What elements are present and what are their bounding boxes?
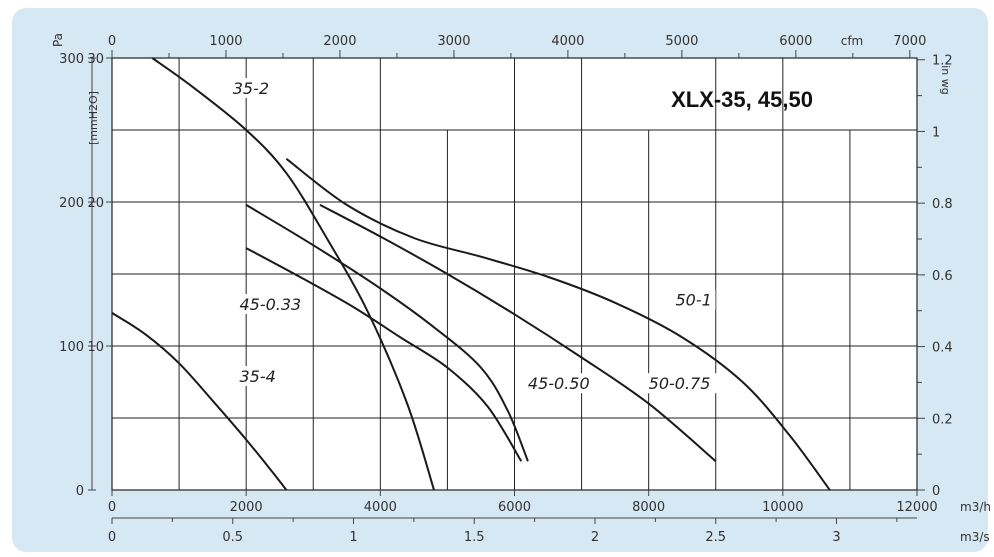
cfm-axis-label: cfm xyxy=(841,34,864,48)
m3s-tick-label: 2.5 xyxy=(705,530,726,545)
curve-group: 35-2 35-4 45-0.33 45-0.50 50-0.75 50-1 xyxy=(111,57,831,491)
curve-label-bg xyxy=(521,373,598,394)
cfm-tick-label: 6000 xyxy=(779,34,812,49)
m3h-tick-label: 2000 xyxy=(230,500,263,515)
pa-tick-label: 200 xyxy=(59,196,84,211)
curve-45-0_33 xyxy=(245,247,523,462)
curve-label-45-0_33: 45-0.33 xyxy=(239,295,301,314)
m3h-axis-label: m3/h xyxy=(960,500,991,514)
cfm-tick-label: 2000 xyxy=(323,34,356,49)
curve-35-2 xyxy=(151,57,435,491)
cfm-tick-label: 1000 xyxy=(209,34,242,49)
curve-label-50-0_75: 50-0.75 xyxy=(649,374,711,393)
m3h-tick-label: 6000 xyxy=(498,500,531,515)
curve-label-bg xyxy=(669,289,716,310)
curve-label-bg xyxy=(233,366,280,386)
m3h-tick-label: 0 xyxy=(108,500,116,515)
curve-label-bg xyxy=(226,78,273,98)
curve-label-bg xyxy=(233,294,310,314)
pa-axis-label: Pa xyxy=(51,33,65,47)
m3h-tick-label: 8000 xyxy=(632,500,665,515)
curve-50-0_75 xyxy=(319,203,717,462)
m3s-tick-label: 0.5 xyxy=(222,530,243,545)
inwg-tick-label: 0.6 xyxy=(932,269,953,284)
inwg-tick-label: 1 xyxy=(932,125,940,140)
m3s-axis-label: m3/s xyxy=(960,530,990,544)
cfm-tick-label: 5000 xyxy=(665,34,698,49)
curve-label-50-1: 50-1 xyxy=(676,291,712,310)
grid-lines xyxy=(112,58,917,490)
cfm-tick-label: 7000 xyxy=(893,34,926,49)
inwg-tick-label: 0 xyxy=(932,484,940,499)
cfm-tick-label: 4000 xyxy=(551,34,584,49)
m3h-tick-label: 4000 xyxy=(364,500,397,515)
axes-group: 0100200300Pa102030[mmH2O]00.20.40.60.811… xyxy=(51,33,991,545)
inwg-tick-label: 0.8 xyxy=(932,197,953,212)
curve-35-4 xyxy=(111,312,288,491)
curve-label-35-2: 35-2 xyxy=(233,79,269,98)
m3s-tick-label: 1.5 xyxy=(464,530,485,545)
m3s-tick-label: 1 xyxy=(349,530,357,545)
m3s-tick-label: 3 xyxy=(832,530,840,545)
pa-tick-label: 300 xyxy=(59,52,84,67)
mmh2o-tick-label: 10 xyxy=(87,340,104,355)
inwg-tick-label: 0.4 xyxy=(932,341,953,356)
chart-title: XLX-35, 45,50 xyxy=(671,87,813,112)
curve-45-0_50 xyxy=(245,204,529,462)
mmh2o-axis-label: [mmH2O] xyxy=(87,91,100,145)
m3s-tick-label: 2 xyxy=(591,530,599,545)
cfm-tick-label: 3000 xyxy=(437,34,470,49)
inwg-tick-label: 1.2 xyxy=(932,54,953,69)
curve-label-45-0_50: 45-0.50 xyxy=(528,374,590,393)
m3s-tick-label: 0 xyxy=(108,530,116,545)
curve-label-bg xyxy=(642,373,719,394)
curve-50-1 xyxy=(285,158,831,491)
mmh2o-tick-label: 20 xyxy=(87,196,104,211)
cfm-tick-label: 0 xyxy=(108,34,116,49)
curve-label-35-4: 35-4 xyxy=(239,367,275,386)
pa-tick-label: 0 xyxy=(76,484,84,499)
inwg-axis-label: in wg xyxy=(939,65,952,95)
mmh2o-tick-label: 30 xyxy=(87,52,104,67)
inwg-tick-label: 0.2 xyxy=(932,412,953,427)
pa-tick-label: 100 xyxy=(59,340,84,355)
m3h-tick-label: 12000 xyxy=(896,500,937,515)
m3h-tick-label: 10000 xyxy=(762,500,803,515)
